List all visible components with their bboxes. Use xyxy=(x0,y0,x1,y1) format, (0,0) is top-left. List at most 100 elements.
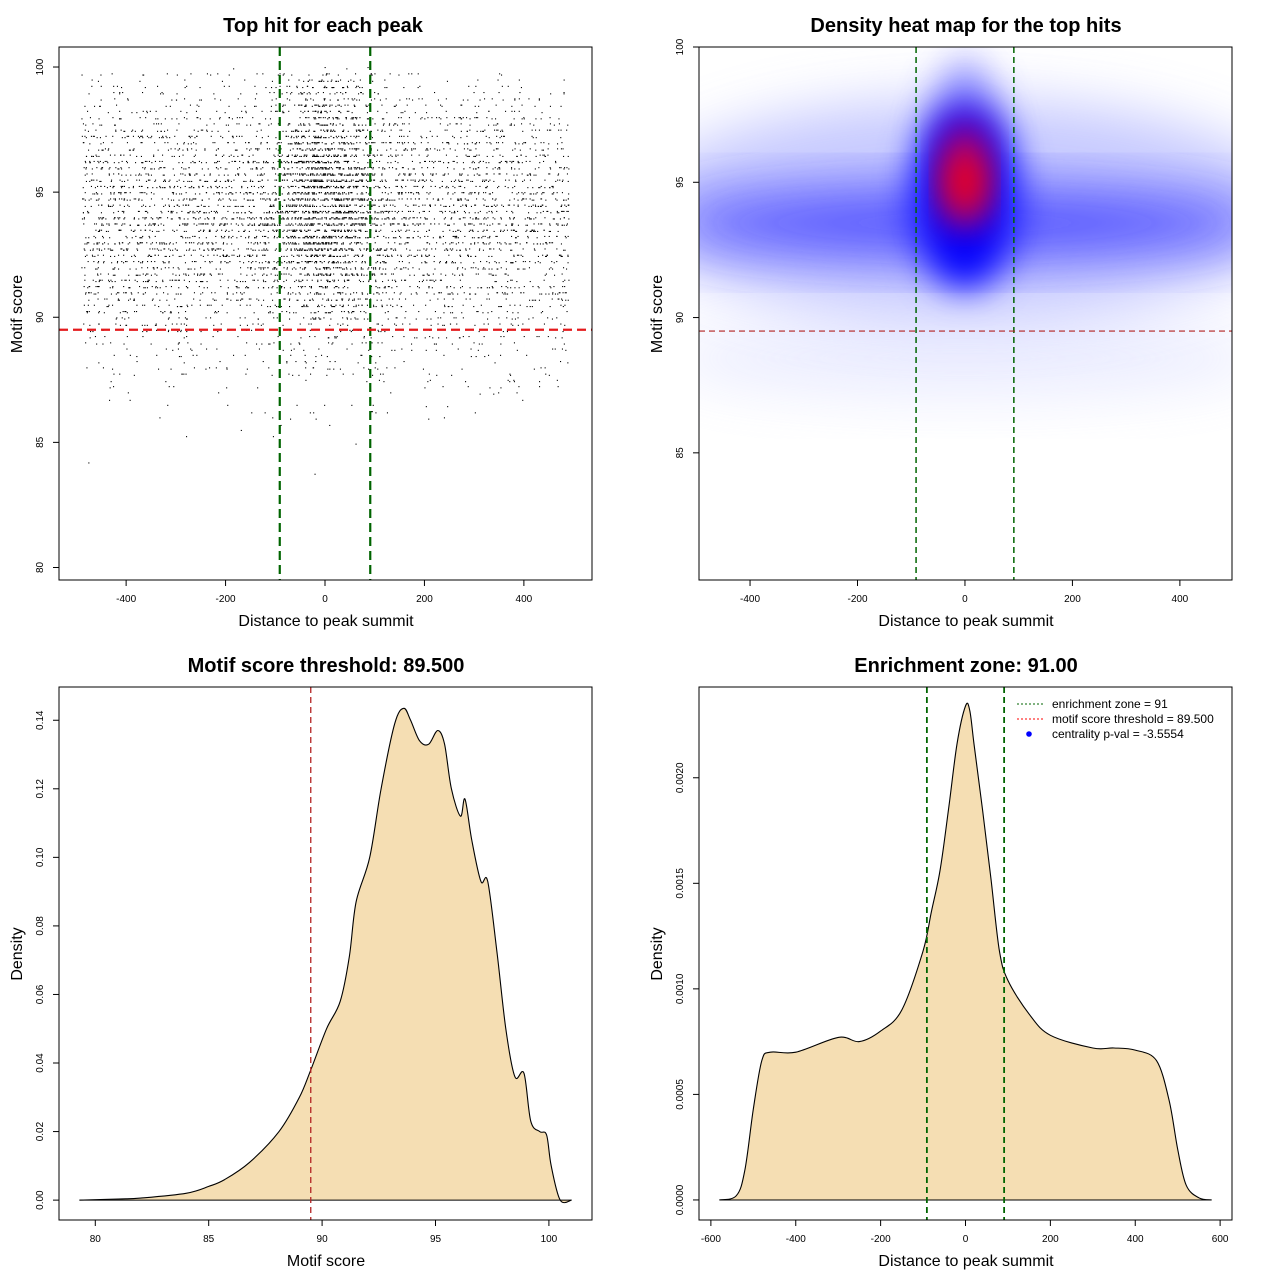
data-point xyxy=(475,204,477,206)
data-point xyxy=(514,287,516,289)
data-point xyxy=(186,324,188,326)
data-point xyxy=(268,261,270,263)
data-point xyxy=(433,281,435,283)
data-point xyxy=(255,229,257,231)
data-point xyxy=(324,198,326,200)
data-point xyxy=(538,299,540,301)
data-point xyxy=(486,117,488,119)
data-point xyxy=(281,255,283,257)
data-point xyxy=(511,249,513,251)
data-point xyxy=(110,198,112,200)
data-point xyxy=(291,229,293,231)
data-point xyxy=(461,273,463,275)
data-point xyxy=(122,223,124,225)
data-point xyxy=(214,311,216,313)
data-point xyxy=(526,306,528,308)
data-point xyxy=(412,237,414,239)
data-point xyxy=(177,331,179,333)
data-point xyxy=(482,198,484,200)
data-point xyxy=(324,404,326,406)
data-point xyxy=(491,118,493,120)
data-point xyxy=(487,312,489,314)
data-point xyxy=(327,267,329,269)
data-point xyxy=(125,292,127,294)
data-point xyxy=(174,279,176,281)
data-point xyxy=(224,230,226,232)
data-point xyxy=(227,287,229,289)
data-point xyxy=(337,261,339,263)
data-point xyxy=(412,217,414,219)
data-point xyxy=(387,193,389,195)
data-point xyxy=(357,162,359,164)
data-point xyxy=(340,92,342,94)
data-point xyxy=(486,167,488,169)
data-point xyxy=(528,205,530,207)
data-point xyxy=(130,292,132,294)
data-point xyxy=(496,129,498,131)
data-point xyxy=(160,210,162,212)
data-point xyxy=(374,217,376,219)
data-point xyxy=(286,160,288,162)
data-point xyxy=(336,286,338,288)
data-point xyxy=(378,167,380,169)
data-point xyxy=(262,361,264,363)
data-point xyxy=(97,298,99,300)
data-point xyxy=(306,160,308,162)
data-point xyxy=(299,174,301,176)
data-point xyxy=(241,298,243,300)
data-point xyxy=(363,154,365,156)
data-point xyxy=(340,224,342,226)
data-point xyxy=(500,343,502,345)
data-point xyxy=(374,242,376,244)
data-point xyxy=(356,292,358,294)
data-point xyxy=(479,210,481,212)
data-point xyxy=(160,311,162,313)
data-point xyxy=(367,180,369,182)
data-point xyxy=(121,187,123,189)
data-point xyxy=(413,193,415,195)
data-point xyxy=(176,74,178,76)
data-point xyxy=(550,168,552,170)
data-point xyxy=(429,160,431,162)
data-point xyxy=(237,212,239,214)
data-point xyxy=(232,193,234,195)
data-point xyxy=(97,292,99,294)
data-point xyxy=(544,187,546,189)
data-point xyxy=(98,230,100,232)
data-point xyxy=(362,193,364,195)
data-point xyxy=(500,229,502,231)
data-point xyxy=(119,192,121,194)
data-point xyxy=(294,212,296,214)
data-point xyxy=(369,210,371,212)
data-point xyxy=(346,249,348,251)
data-point xyxy=(81,218,83,220)
data-point xyxy=(551,298,553,300)
data-point xyxy=(461,312,463,314)
data-point xyxy=(439,261,441,263)
data-point xyxy=(456,235,458,237)
data-point xyxy=(460,199,462,201)
data-point xyxy=(261,343,263,345)
data-point xyxy=(289,99,291,101)
data-point xyxy=(233,179,235,181)
data-point xyxy=(361,218,363,220)
data-point xyxy=(219,198,221,200)
data-point xyxy=(100,217,102,219)
data-point xyxy=(255,167,257,169)
data-point xyxy=(378,254,380,256)
data-point xyxy=(424,160,426,162)
data-point xyxy=(308,187,310,189)
data-point xyxy=(137,243,139,245)
data-point xyxy=(203,274,205,276)
data-point xyxy=(413,168,415,170)
data-point xyxy=(215,299,217,301)
data-point xyxy=(496,235,498,237)
data-point xyxy=(403,135,405,137)
data-point xyxy=(347,130,349,132)
data-point xyxy=(206,242,208,244)
data-point xyxy=(487,318,489,320)
data-point xyxy=(136,274,138,276)
data-point xyxy=(341,174,343,176)
data-point xyxy=(269,92,271,94)
data-point xyxy=(220,261,222,263)
